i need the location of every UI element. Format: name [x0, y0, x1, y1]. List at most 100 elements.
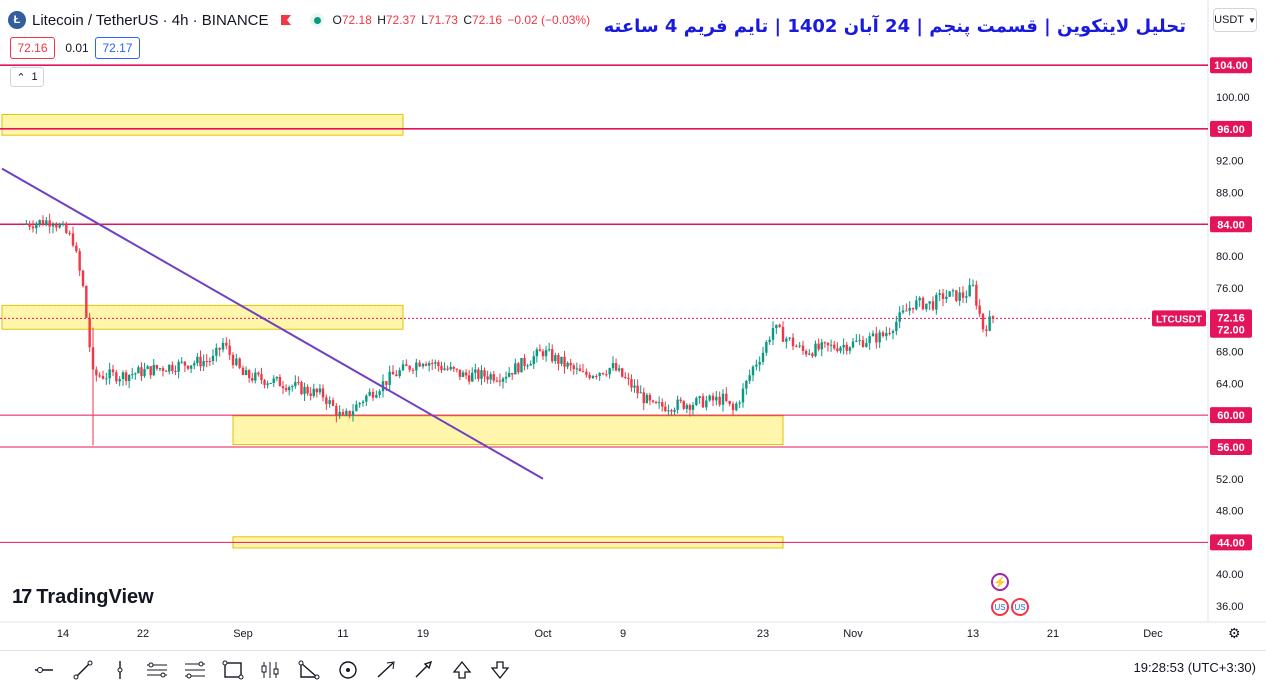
candle-body [437, 362, 440, 367]
candle-body [318, 388, 322, 393]
candle-body [31, 226, 35, 229]
candle-body [186, 365, 190, 369]
candle-body [569, 362, 572, 366]
candle-body [418, 362, 421, 367]
us-flag-event-icon[interactable]: US [991, 598, 1009, 616]
candle-body [925, 303, 928, 310]
settings-gear-icon[interactable]: ⚙ [1228, 625, 1241, 641]
candle-body [171, 364, 174, 371]
indicators-toggle-button[interactable]: ⌃ 1 [10, 67, 44, 87]
candle-body [208, 360, 212, 362]
buy-button[interactable]: 72.17 [95, 37, 140, 59]
candle-body [51, 225, 55, 227]
candle-body [701, 396, 705, 408]
candle-body [228, 345, 231, 355]
support-resistance-zone [1, 304, 404, 330]
high-value: 72.37 [385, 13, 416, 27]
candle-body [395, 374, 398, 377]
price-chart[interactable]: 36.00 40.00 44.00 48.00 52.00 56.00 60.00 64.00… [0, 0, 1266, 650]
market-status-icon[interactable] [310, 13, 325, 27]
arrow-up-icon[interactable] [449, 658, 475, 682]
horizontal-ray-icon[interactable] [30, 658, 56, 682]
candle-body [785, 338, 788, 342]
candle-body [991, 316, 995, 319]
candle-body [695, 397, 698, 406]
candle-body [915, 300, 918, 310]
flag-icon[interactable] [280, 14, 292, 26]
price-axis-badge-label: 72.16 [1217, 312, 1245, 324]
candles-group [25, 213, 995, 446]
candle-body [25, 223, 28, 225]
candle-body [257, 372, 260, 375]
chart-legend: Ł Litecoin / TetherUS · 4h · BINANCE O72… [8, 8, 592, 32]
candle-body [421, 363, 425, 367]
candle-body [365, 395, 368, 402]
candle-body [605, 374, 608, 376]
arrow-marker-icon[interactable] [373, 658, 399, 682]
parallel-channel-icon[interactable] [144, 658, 170, 682]
candle-body [196, 356, 199, 364]
candle-body [621, 368, 624, 377]
symbol-title[interactable]: Litecoin / TetherUS · 4h · BINANCE [32, 11, 269, 29]
candle-body [81, 270, 85, 286]
candle-body [411, 369, 415, 371]
arrow-icon[interactable] [411, 658, 437, 682]
price-axis-badge [1210, 407, 1252, 424]
session-clock[interactable]: 19:28:53 (UTC+3:30) [1133, 660, 1256, 675]
time-tick-label: 13 [967, 628, 979, 640]
xabcd-pattern-icon[interactable] [296, 658, 322, 682]
time-tick-label: 21 [1047, 628, 1059, 640]
candle-body [45, 220, 48, 225]
candle-body [388, 371, 391, 385]
fib-retracement-icon[interactable] [182, 658, 208, 682]
candle-body [642, 392, 645, 404]
candle-body [211, 355, 215, 362]
candle-body [829, 344, 833, 346]
tradingview-logo: 17 TradingView [12, 586, 154, 609]
vertical-line-icon[interactable] [107, 658, 133, 682]
candle-body [458, 369, 462, 377]
candle-body [901, 310, 905, 313]
long-position-icon[interactable] [257, 658, 283, 682]
price-axis-badge [1210, 216, 1252, 233]
chevron-up-icon: ⌃ [16, 71, 26, 84]
candle-body [158, 368, 162, 370]
candle-body [291, 386, 294, 388]
candle-body [651, 400, 655, 402]
price-axis-badge [1210, 309, 1252, 326]
candle-body [554, 355, 557, 362]
candle-body [368, 391, 371, 396]
us-flag-event-icon[interactable]: US [1011, 598, 1029, 616]
candle-body [858, 340, 861, 342]
candle-body [193, 363, 196, 366]
arrow-down-icon[interactable] [487, 658, 513, 682]
candle-body [688, 405, 692, 410]
candle-body [385, 381, 388, 385]
candle-body [664, 406, 667, 412]
price-tick-label: 36.00 [1216, 601, 1244, 613]
candle-body [670, 410, 673, 412]
currency-select[interactable]: USDT ▼ [1213, 8, 1257, 32]
candle-body [124, 372, 128, 382]
clock-timezone: (UTC+3:30) [1187, 660, 1256, 675]
trend-line-icon[interactable] [70, 658, 96, 682]
price-axis-badge-label: 84.00 [1217, 219, 1245, 231]
candle-body [975, 284, 978, 306]
candle-body [698, 396, 701, 398]
candle-body [35, 223, 38, 229]
sell-button[interactable]: 72.16 [10, 37, 55, 59]
candle-body [908, 307, 911, 311]
candle-body [608, 368, 611, 375]
candle-body [955, 290, 958, 301]
candle-body [297, 382, 300, 384]
candle-body [65, 224, 68, 233]
open-value: 72.18 [341, 13, 372, 27]
lightning-event-icon[interactable]: ⚡ [991, 573, 1009, 591]
circle-icon[interactable] [335, 658, 361, 682]
candle-body [868, 336, 871, 344]
rectangle-icon[interactable] [220, 658, 246, 682]
candle-body [306, 386, 309, 394]
tradingview-mark-icon: 17 [12, 586, 32, 608]
candle-body [335, 405, 338, 416]
candle-body [88, 317, 91, 348]
